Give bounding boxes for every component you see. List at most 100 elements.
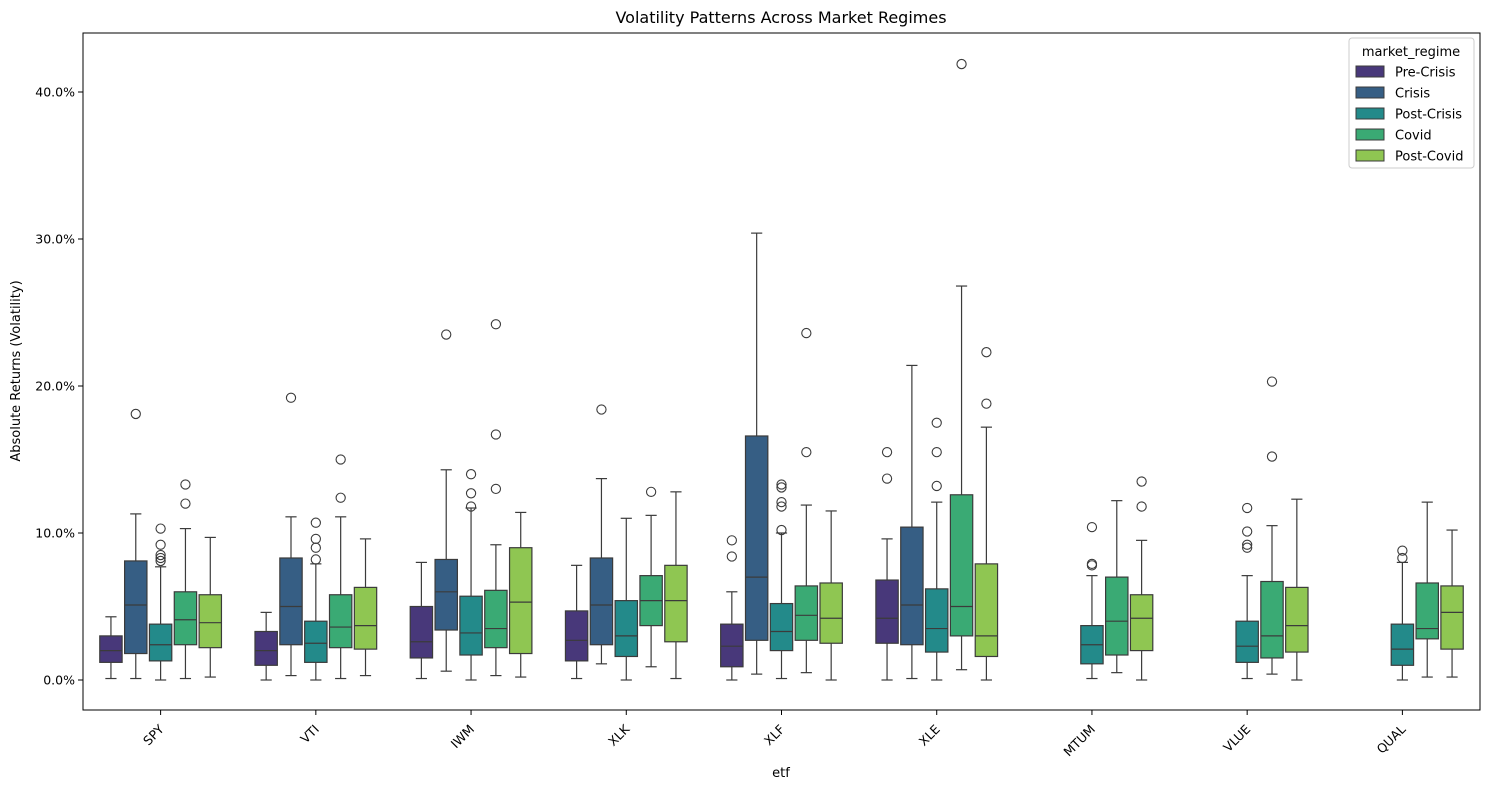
box-iwm-post-covid — [508, 511, 533, 678]
box-iqr — [123, 560, 148, 655]
outlier-point — [776, 496, 787, 508]
y-tick-label: 40.0% — [35, 85, 75, 100]
box-iqr — [484, 589, 508, 649]
box-spy-crisis — [123, 408, 148, 680]
x-axis: SPY VTI IWM XLK XLF XLE MTUM VLUE QUAL — [140, 710, 1409, 759]
outlier-point — [310, 542, 321, 553]
legend-label: Post-Crisis — [1395, 108, 1462, 123]
box-iqr — [720, 623, 744, 668]
x-axis-label: etf — [772, 766, 790, 781]
x-tick-label: IWM — [448, 722, 478, 752]
box-xle-pre-crisis — [875, 446, 899, 681]
box-spy-post-crisis — [148, 523, 173, 681]
box-vti-post-covid — [353, 538, 378, 677]
legend-swatch — [1355, 86, 1385, 99]
box-qual-covid — [1415, 501, 1440, 678]
box-iqr — [875, 579, 899, 644]
box-iqr — [1105, 576, 1129, 656]
box-iqr — [1415, 582, 1440, 640]
outlier-point — [1397, 552, 1408, 564]
x-tick-label: MTUM — [1060, 722, 1098, 760]
legend-items: Pre-Crisis Crisis Post-Crisis Covid Post-Cov… — [1355, 65, 1463, 165]
box-xlf-post-crisis — [769, 479, 794, 680]
box-vti-crisis — [279, 392, 303, 677]
outlier-point — [776, 482, 787, 493]
outlier-point — [801, 327, 812, 339]
box-iqr — [564, 610, 589, 662]
box-xle-crisis — [900, 364, 924, 680]
legend: market_regime Pre-Crisis Crisis Post-Crisi… — [1348, 37, 1475, 169]
box-iqr — [900, 526, 924, 646]
outlier-point — [596, 404, 607, 415]
outlier-point — [335, 454, 346, 465]
outlier-point — [776, 524, 787, 536]
outlier-point — [931, 417, 942, 428]
outlier-point — [490, 429, 502, 440]
outlier-point — [490, 483, 502, 495]
outlier-point — [981, 398, 992, 409]
outlier-point — [155, 549, 166, 561]
outlier-point — [465, 488, 477, 499]
outlier-point — [726, 551, 737, 562]
legend-label: Crisis — [1395, 87, 1430, 102]
box-iqr — [328, 594, 353, 649]
x-tick-label: XLK — [605, 721, 633, 749]
box-iqr — [434, 558, 458, 631]
outlier-point — [1266, 376, 1278, 387]
outlier-point — [1397, 545, 1408, 556]
outlier-point — [1242, 526, 1253, 537]
box-iqr — [769, 602, 794, 652]
box-iqr — [924, 588, 949, 653]
box-iqr — [409, 605, 434, 659]
box-iqr — [459, 595, 483, 656]
outlier-point — [465, 501, 477, 512]
outlier-point — [441, 329, 452, 340]
box-spy-pre-crisis — [99, 616, 123, 680]
outlier-point — [1136, 501, 1147, 512]
outlier-point — [881, 473, 893, 484]
outlier-point — [285, 392, 297, 403]
outlier-point — [465, 469, 477, 480]
outlier-point — [310, 517, 321, 528]
box-iqr — [99, 635, 123, 663]
box-iwm-crisis — [434, 329, 458, 672]
legend-swatch — [1355, 149, 1385, 162]
outlier-point — [981, 347, 992, 358]
box-qual-post-crisis — [1390, 545, 1415, 681]
y-tick-label: 0.0% — [43, 673, 75, 688]
box-iqr — [744, 435, 769, 641]
outlier-point — [1086, 558, 1098, 570]
legend-label: Pre-Crisis — [1395, 66, 1456, 81]
box-iqr — [1390, 623, 1415, 666]
box-xlf-pre-crisis — [720, 535, 744, 681]
box-xlk-post-covid — [664, 491, 688, 680]
outlier-point — [130, 408, 141, 420]
box-iqr — [819, 582, 843, 644]
chart-title: Volatility Patterns Across Market Regime… — [615, 8, 946, 27]
outlier-point — [931, 446, 942, 458]
outlier-point — [180, 479, 191, 490]
box-xlk-post-crisis — [614, 517, 639, 681]
box-vlue-post-crisis — [1235, 502, 1259, 680]
box-xlf-crisis — [744, 232, 769, 675]
outlier-point — [155, 552, 166, 564]
outlier-point — [931, 480, 942, 492]
box-iqr — [1235, 620, 1259, 663]
box-iqr — [1285, 586, 1309, 653]
box-spy-covid — [173, 479, 198, 680]
outlier-point — [776, 501, 787, 512]
box-iqr — [949, 494, 974, 637]
outlier-point — [180, 498, 191, 509]
legend-label: Post-Covid — [1395, 150, 1463, 165]
box-qual-post-covid — [1440, 529, 1464, 678]
box-mtum-covid — [1105, 500, 1129, 674]
box-vlue-covid — [1260, 376, 1284, 675]
box-iqr — [1260, 580, 1284, 659]
box-iqr — [198, 594, 223, 649]
box-iqr — [304, 620, 328, 663]
box-vti-covid — [328, 454, 353, 680]
box-xlf-covid — [794, 327, 819, 674]
box-iqr — [173, 591, 198, 646]
x-tick-label: VLUE — [1220, 721, 1253, 754]
outlier-point — [155, 555, 166, 567]
